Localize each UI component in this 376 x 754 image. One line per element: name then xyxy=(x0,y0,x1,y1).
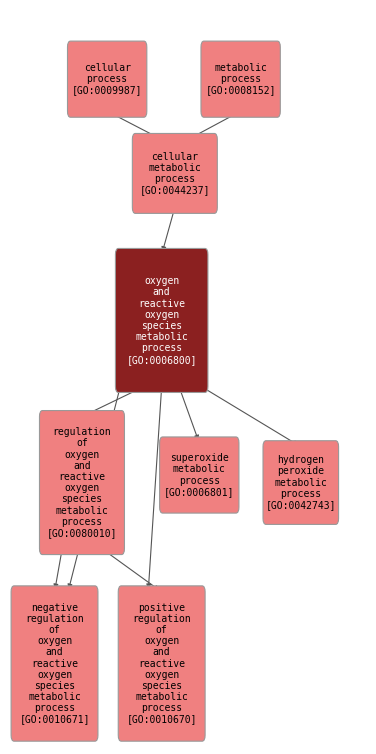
FancyBboxPatch shape xyxy=(159,437,239,513)
Text: positive
regulation
of
oxygen
and
reactive
oxygen
species
metabolic
process
[GO:: positive regulation of oxygen and reacti… xyxy=(126,602,197,725)
FancyBboxPatch shape xyxy=(118,586,205,741)
FancyBboxPatch shape xyxy=(67,41,147,117)
FancyBboxPatch shape xyxy=(263,440,339,525)
Text: cellular
process
[GO:0009987]: cellular process [GO:0009987] xyxy=(72,63,143,95)
Text: oxygen
and
reactive
oxygen
species
metabolic
process
[GO:0006800]: oxygen and reactive oxygen species metab… xyxy=(126,276,197,365)
FancyBboxPatch shape xyxy=(132,133,217,213)
FancyBboxPatch shape xyxy=(115,249,208,393)
Text: negative
regulation
of
oxygen
and
reactive
oxygen
species
metabolic
process
[GO:: negative regulation of oxygen and reacti… xyxy=(19,602,90,725)
Text: superoxide
metabolic
process
[GO:0006801]: superoxide metabolic process [GO:0006801… xyxy=(164,453,235,497)
FancyBboxPatch shape xyxy=(11,586,98,741)
Text: hydrogen
peroxide
metabolic
process
[GO:0042743]: hydrogen peroxide metabolic process [GO:… xyxy=(265,455,336,510)
FancyBboxPatch shape xyxy=(201,41,280,117)
Text: metabolic
process
[GO:0008152]: metabolic process [GO:0008152] xyxy=(205,63,276,95)
Text: cellular
metabolic
process
[GO:0044237]: cellular metabolic process [GO:0044237] xyxy=(139,152,210,195)
Text: regulation
of
oxygen
and
reactive
oxygen
species
metabolic
process
[GO:0080010]: regulation of oxygen and reactive oxygen… xyxy=(47,428,117,538)
FancyBboxPatch shape xyxy=(39,411,124,555)
